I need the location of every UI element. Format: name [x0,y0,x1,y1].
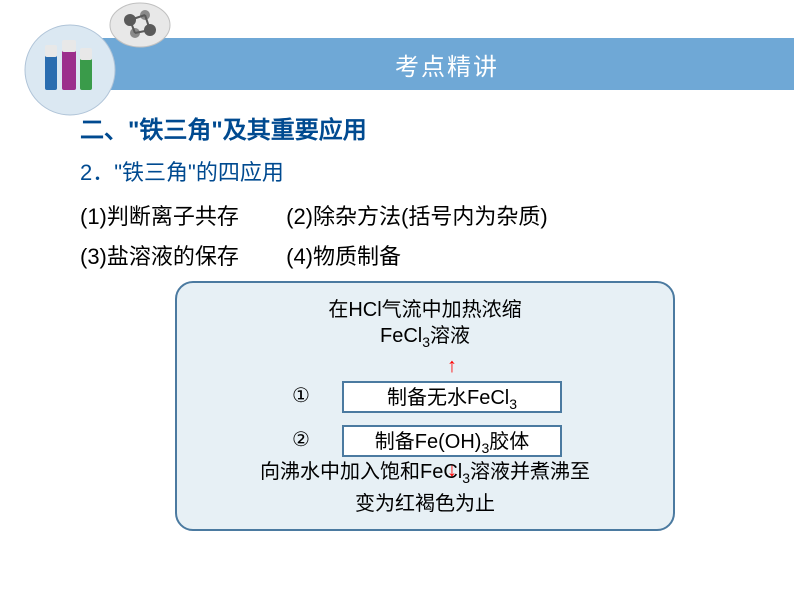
point-2: (2)除杂方法(括号内为杂质) [286,204,548,229]
header-band: 考点精讲 [100,38,794,90]
mid2-suffix: 胶体 [489,431,529,453]
section-subtitle: 2．"铁三角"的四应用 [80,155,754,187]
header-title: 考点精讲 [395,47,499,82]
points-row-1: (1)判断离子共存 (2)除杂方法(括号内为杂质) [80,199,754,231]
top-line2-prefix: FeCl [380,325,422,347]
point-4: (4)物质制备 [286,244,401,269]
content-area: 二、"铁三角"及其重要应用 2．"铁三角"的四应用 (1)判断离子共存 (2)除… [80,110,754,531]
top-line1: 在HCl气流中加热浓缩 [328,299,521,321]
diagram-mid2: 制备Fe(OH)3胶体 [342,425,562,457]
top-line2-sub: 3 [422,334,430,350]
bottom-line1-prefix: 向沸水中加入饱和FeCl [260,461,462,483]
point-1: (1)判断离子共存 [80,199,280,231]
diagram-mid1: 制备无水FeCl3 [342,381,562,413]
diagram-box: 在HCl气流中加热浓缩 FeCl3溶液 ↑ ① 制备无水FeCl3 ② 制备Fe… [175,281,675,531]
section-title: 二、"铁三角"及其重要应用 [80,110,754,145]
top-line2-suffix: 溶液 [430,325,470,347]
diagram-bottom-text: 向沸水中加入饱和FeCl3溶液并煮沸至 变为红褐色为止 [177,459,673,517]
bottom-line1-suffix: 溶液并煮沸至 [470,461,590,483]
diagram-top-text: 在HCl气流中加热浓缩 FeCl3溶液 [177,297,673,355]
arrow-up-icon: ↑ [447,355,457,378]
diagram-num2: ② [292,427,310,452]
points-row-2: (3)盐溶液的保存 (4)物质制备 [80,239,754,271]
mid1-sub: 3 [509,396,517,412]
point-3: (3)盐溶液的保存 [80,239,280,271]
diagram-num1: ① [292,383,310,408]
mid2-prefix: 制备Fe(OH) [375,431,482,453]
chemistry-icon [20,0,180,120]
bottom-line2: 变为红褐色为止 [355,493,495,515]
header-icons [20,0,180,120]
mid1-prefix: 制备无水FeCl [387,387,509,409]
bottom-line1-sub: 3 [462,470,470,486]
